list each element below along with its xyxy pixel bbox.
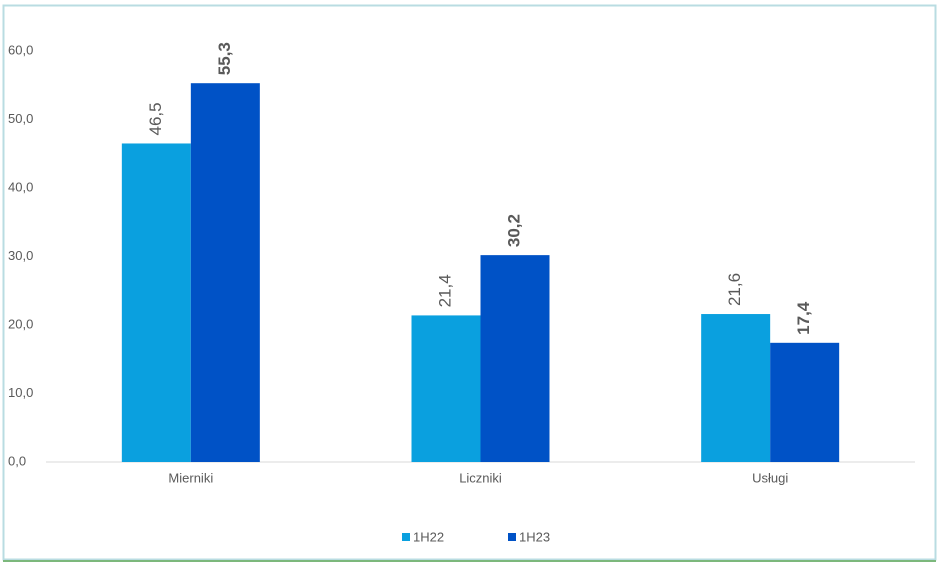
bar <box>190 83 260 462</box>
value-label: 21,6 <box>725 273 744 306</box>
x-tick-label: Usługi <box>752 470 788 485</box>
x-tick-label: Mierniki <box>168 470 213 485</box>
chart-frame <box>2 4 937 561</box>
value-label: 46,5 <box>146 102 165 135</box>
y-tick-label: 40,0 <box>8 179 33 194</box>
x-tick-label: Liczniki <box>459 470 502 485</box>
y-tick-label: 30,0 <box>8 248 33 263</box>
legend-swatch <box>508 533 516 541</box>
bar <box>480 255 550 462</box>
y-tick-label: 0,0 <box>8 453 26 468</box>
legend-label: 1H23 <box>519 529 550 544</box>
bar <box>121 143 191 462</box>
value-label: 55,3 <box>215 42 234 75</box>
value-label: 30,2 <box>504 214 523 247</box>
bar <box>701 314 771 462</box>
y-tick-label: 50,0 <box>8 111 33 126</box>
legend-label: 1H22 <box>413 529 444 544</box>
y-tick-label: 10,0 <box>8 385 33 400</box>
legend-swatch <box>402 533 410 541</box>
value-label: 17,4 <box>794 301 813 335</box>
value-label: 21,4 <box>435 274 454 307</box>
bar <box>411 315 481 462</box>
y-tick-label: 20,0 <box>8 316 33 331</box>
y-tick-label: 60,0 <box>8 42 33 57</box>
bar <box>770 342 840 462</box>
